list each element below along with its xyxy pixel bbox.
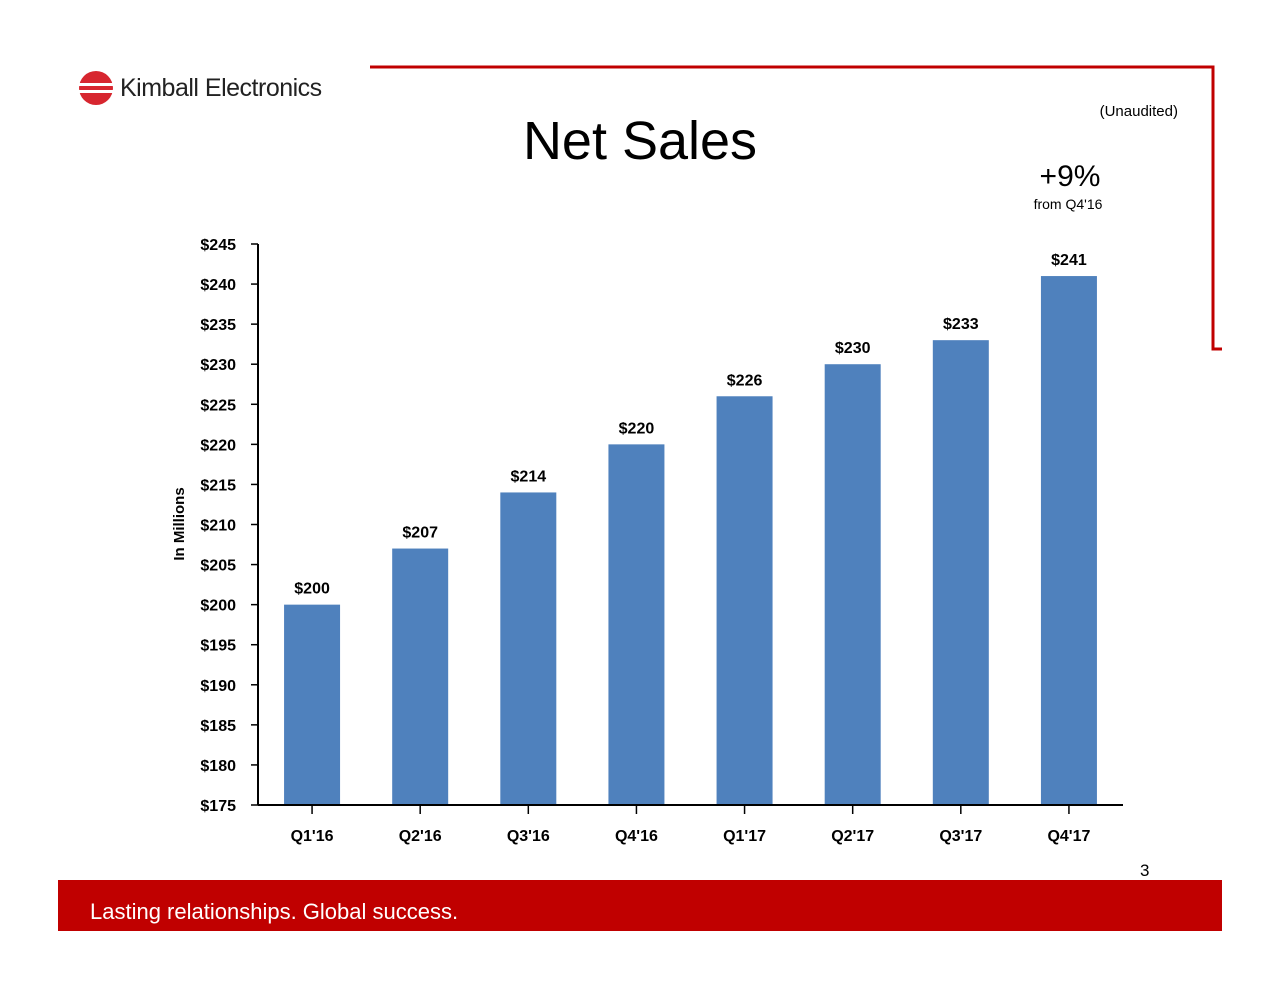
- unaudited-note: (Unaudited): [1099, 103, 1178, 120]
- y-axis-label: In Millions: [171, 487, 188, 560]
- footer-bar: Lasting relationships. Global success.: [58, 880, 1222, 931]
- y-tick-label: $240: [200, 277, 236, 294]
- y-tick-label: $220: [200, 437, 236, 454]
- x-axis: Q1'16 Q2'16 Q3'16 Q4'16 Q1'17 Q2'17 Q3'17 Q4'17: [258, 804, 1123, 845]
- logo-text: Kimball Electronics: [120, 73, 322, 102]
- x-tick-label: Q1'17: [723, 828, 766, 845]
- bar-Q4'16: [608, 444, 665, 805]
- bar-Q3'16: [500, 492, 557, 805]
- data-label: $200: [294, 581, 330, 598]
- bar-Q1'17: [716, 396, 773, 805]
- data-label: $220: [619, 420, 655, 437]
- growth-subtitle: from Q4'16: [1033, 196, 1103, 212]
- company-logo: Kimball Electronics: [78, 70, 322, 106]
- y-tick-label: $215: [200, 477, 236, 494]
- y-tick-label: $175: [200, 798, 236, 815]
- footer-tagline: Lasting relationships. Global success.: [90, 899, 459, 924]
- y-tick-label: $200: [200, 598, 236, 615]
- y-tick-label: $185: [200, 718, 236, 735]
- data-label: $241: [1051, 252, 1087, 269]
- data-label: $233: [943, 316, 979, 333]
- y-tick-label: $205: [200, 558, 236, 575]
- data-label: $207: [402, 525, 438, 542]
- bar-Q1'16: [284, 604, 341, 805]
- data-label: $226: [727, 372, 763, 389]
- x-tick-label: Q3'16: [507, 828, 550, 845]
- y-tick-label: $190: [200, 678, 236, 695]
- y-tick-label: $195: [200, 638, 236, 655]
- net-sales-bar-chart: In Millions $175 $180 $185 $190 $195 $200 $205…: [171, 237, 1123, 845]
- y-tick-label: $245: [200, 237, 236, 254]
- growth-value: +9%: [1039, 160, 1101, 193]
- x-tick-label: Q3'17: [939, 828, 982, 845]
- x-tick-label: Q2'16: [399, 828, 442, 845]
- y-tick-label: $235: [200, 317, 236, 334]
- x-tick-label: Q4'16: [615, 828, 658, 845]
- y-tick-label: $225: [200, 397, 236, 414]
- data-label: $230: [835, 340, 871, 357]
- bar-Q2'17: [824, 364, 881, 805]
- y-tick-label: $230: [200, 357, 236, 374]
- y-axis: $175 $180 $185 $190 $195 $200 $205 $210 $215 $220…: [200, 237, 259, 815]
- x-tick-label: Q4'17: [1047, 828, 1090, 845]
- bar-Q3'17: [932, 340, 989, 805]
- page-title: Net Sales: [522, 111, 758, 171]
- data-label: $214: [511, 468, 547, 485]
- bar-Q2'16: [392, 548, 449, 805]
- bars: $200 $207 $214 $220 $226 $230 $233 $241: [284, 252, 1097, 805]
- kimball-logo-icon: [78, 71, 114, 105]
- bar-Q4'17: [1040, 276, 1097, 805]
- x-tick-label: Q2'17: [831, 828, 874, 845]
- y-tick-label: $180: [200, 758, 236, 775]
- y-tick-label: $210: [200, 518, 236, 535]
- x-tick-label: Q1'16: [291, 828, 334, 845]
- page-number: 3: [1140, 861, 1150, 880]
